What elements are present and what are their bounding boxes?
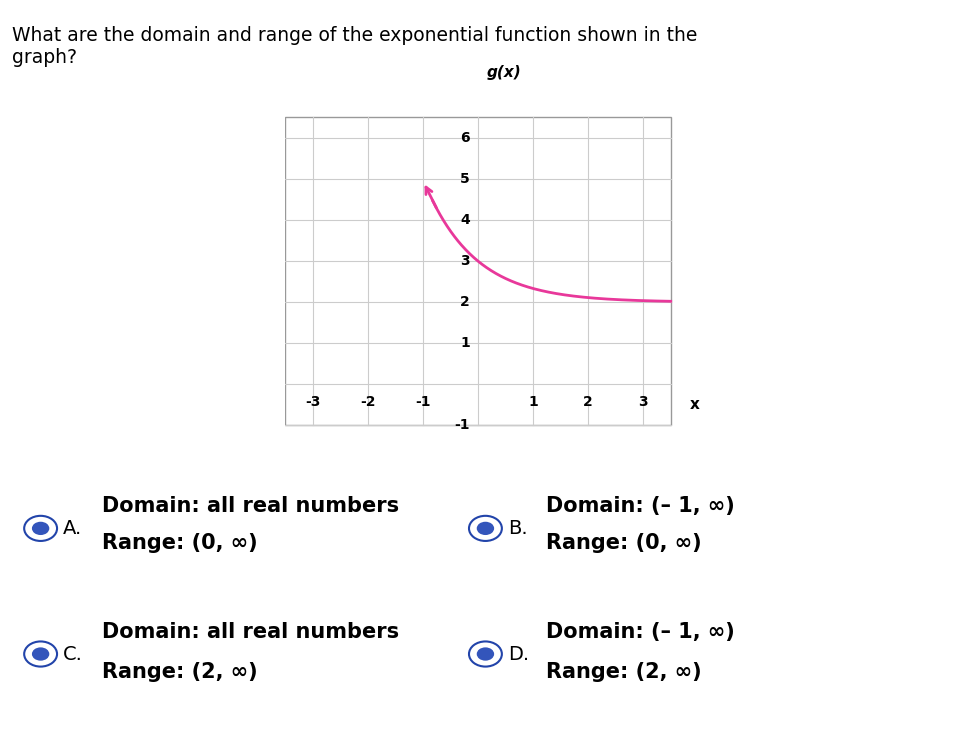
Text: -1: -1 [415,395,430,409]
Text: -2: -2 [360,395,375,409]
Text: 2: 2 [460,295,470,309]
Text: D.: D. [508,644,529,664]
Text: Range: (2, ∞): Range: (2, ∞) [546,662,702,683]
Text: 4: 4 [460,213,470,227]
Text: Domain: (– 1, ∞): Domain: (– 1, ∞) [546,621,735,642]
Text: Domain: all real numbers: Domain: all real numbers [102,621,398,642]
Text: 5: 5 [460,172,470,186]
Text: Range: (0, ∞): Range: (0, ∞) [546,533,702,554]
Text: 6: 6 [460,131,470,145]
Text: Range: (0, ∞): Range: (0, ∞) [102,533,257,554]
Text: Range: (2, ∞): Range: (2, ∞) [102,662,257,683]
Text: 2: 2 [583,395,593,409]
Text: g(x): g(x) [486,66,521,81]
Text: 1: 1 [460,336,470,350]
Text: Domain: all real numbers: Domain: all real numbers [102,496,398,517]
Text: -1: -1 [454,418,470,432]
Text: A.: A. [63,519,82,538]
Text: x: x [690,397,700,412]
Text: What are the domain and range of the exponential function shown in the
graph?: What are the domain and range of the exp… [12,26,697,67]
Text: 3: 3 [638,395,648,409]
Text: C.: C. [63,644,83,664]
Text: 3: 3 [460,254,470,268]
Bar [285,118,671,426]
Text: Domain: (– 1, ∞): Domain: (– 1, ∞) [546,496,735,517]
Text: B.: B. [508,519,527,538]
Text: -3: -3 [306,395,320,409]
Text: 1: 1 [528,395,538,409]
